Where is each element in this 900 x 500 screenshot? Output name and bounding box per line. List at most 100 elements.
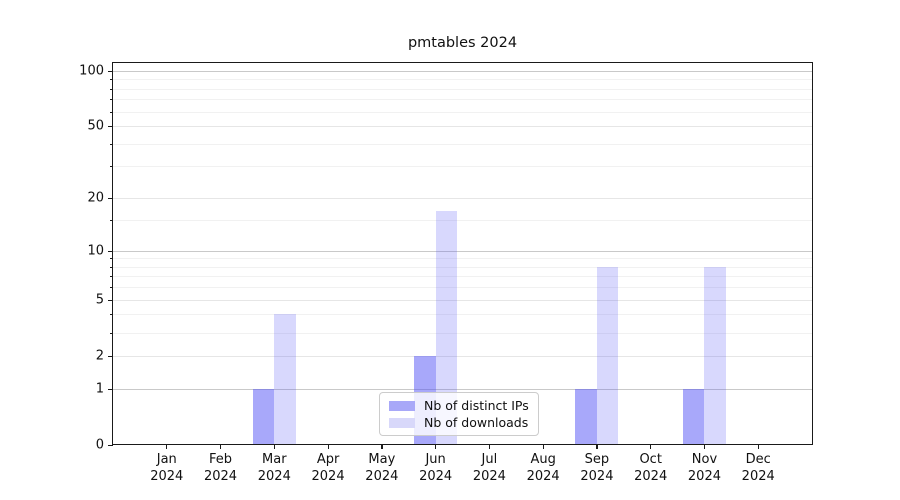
x-tick-label: Apr 2024 [300, 451, 356, 485]
y-tick-major [108, 198, 113, 200]
legend-label-distinct-ips: Nb of distinct IPs [424, 398, 529, 413]
y-tick-label: 20 [87, 190, 104, 206]
y-tick-label: 50 [87, 118, 104, 134]
gridline-minor [113, 266, 812, 268]
y-tick-minor [110, 99, 113, 101]
spine-right [812, 62, 814, 445]
x-tick-year: 2024 [365, 469, 399, 484]
plot-area [113, 63, 812, 445]
x-tick-month: Nov [691, 452, 718, 467]
gridline-minor [113, 314, 812, 316]
x-tick [166, 445, 168, 449]
x-tick-label: Jul 2024 [461, 451, 517, 485]
x-tick-month: May [368, 452, 396, 467]
x-tick-year: 2024 [257, 469, 291, 484]
x-tick-year: 2024 [741, 469, 775, 484]
x-tick [220, 445, 222, 449]
y-tick-label: 2 [95, 348, 104, 364]
y-tick-label: 5 [95, 292, 104, 308]
y-tick-minor [110, 111, 113, 113]
x-tick [542, 445, 544, 449]
x-tick-month: Oct [639, 452, 662, 467]
bar-distinct-ips [682, 388, 705, 445]
bar-downloads [435, 210, 458, 445]
legend-item-distinct-ips: Nb of distinct IPs [389, 397, 529, 414]
y-tick-label: 1 [95, 381, 104, 397]
y-tick-minor [110, 276, 113, 278]
y-tick-major [108, 70, 113, 72]
x-tick-year: 2024 [580, 469, 614, 484]
y-tick-minor [110, 258, 113, 260]
spine-left [112, 62, 114, 445]
gridline-minor [113, 79, 812, 81]
x-tick-year: 2024 [150, 469, 184, 484]
x-tick-month: Apr [316, 452, 340, 467]
gridline-major-strong [113, 388, 812, 390]
x-tick [435, 445, 437, 449]
bar-distinct-ips [575, 388, 597, 445]
gridline-minor [113, 143, 812, 145]
x-tick [650, 445, 652, 449]
spine-top [112, 62, 813, 63]
y-tick-label: 10 [87, 243, 104, 258]
legend-swatch-distinct-ips [389, 400, 415, 411]
x-tick-year: 2024 [526, 469, 560, 484]
legend-label-downloads: Nb of downloads [424, 415, 529, 430]
y-tick-major [108, 355, 113, 358]
x-tick [327, 445, 329, 449]
x-tick [757, 445, 759, 449]
y-tick-minor [110, 266, 113, 268]
x-tick-label: Dec 2024 [730, 451, 786, 485]
x-tick-label: Mar 2024 [246, 451, 302, 485]
x-tick [381, 445, 383, 449]
y-tick-minor [110, 166, 113, 168]
x-tick-year: 2024 [687, 469, 721, 484]
gridline-major [113, 198, 812, 200]
gridline-major-strong [113, 70, 812, 72]
x-tick-year: 2024 [311, 469, 345, 484]
x-tick-label: Jan 2024 [139, 451, 195, 485]
y-tick-label: 0 [95, 437, 104, 453]
x-tick [488, 445, 491, 449]
gridline-minor [113, 166, 812, 168]
gridline-minor [113, 258, 812, 260]
x-tick-month: Aug [530, 452, 556, 467]
gridline-major-strong [113, 250, 812, 252]
x-tick-month: Jun [425, 452, 446, 467]
y-tick-major [108, 445, 113, 447]
x-tick-month: Sep [584, 452, 610, 467]
x-tick-month: Dec [745, 452, 771, 467]
y-tick-minor [110, 314, 113, 316]
y-tick-minor [110, 143, 113, 145]
x-tick-month: Mar [262, 452, 287, 467]
y-tick-label: 100 [79, 63, 104, 79]
y-tick-major [108, 388, 113, 390]
gridline-minor [113, 287, 812, 289]
y-tick-major [108, 299, 113, 301]
y-tick-major [108, 126, 113, 128]
bar-downloads [704, 266, 726, 445]
x-tick-year: 2024 [419, 469, 453, 484]
x-tick-label: Aug 2024 [515, 451, 571, 485]
y-tick-minor [110, 88, 113, 90]
x-tick-label: Oct 2024 [623, 451, 679, 485]
legend-item-downloads: Nb of downloads [389, 414, 529, 431]
x-tick-label: Jun 2024 [408, 451, 464, 485]
x-tick-month: Jul [481, 452, 498, 467]
gridline-minor [113, 99, 812, 101]
bar-distinct-ips [252, 388, 275, 445]
spine-bottom [112, 444, 813, 446]
x-tick-month: Feb [209, 452, 233, 467]
x-tick-year: 2024 [634, 469, 668, 484]
gridline-major [113, 299, 812, 301]
x-tick-year: 2024 [472, 469, 506, 484]
x-tick-label: May 2024 [354, 451, 410, 485]
gridline-minor [113, 88, 812, 90]
x-tick-label: Sep 2024 [569, 451, 625, 485]
y-tick-minor [110, 332, 113, 334]
gridline-minor [113, 276, 812, 278]
x-tick [703, 445, 706, 449]
gridline-minor [113, 332, 812, 334]
x-tick-month: Jan [156, 452, 177, 467]
